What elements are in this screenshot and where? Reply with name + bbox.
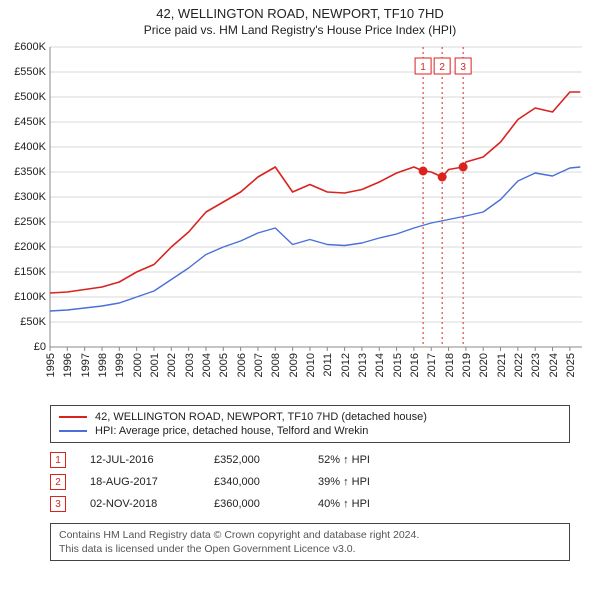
x-tick-label: 2007 [253, 353, 265, 377]
legend-item: 42, WELLINGTON ROAD, NEWPORT, TF10 7HD (… [59, 410, 561, 424]
x-tick-label: 2024 [548, 353, 560, 377]
chart-container: 123 £0£50K£100K£150K£200K£250K£300K£350K… [0, 37, 600, 397]
sale-price: £352,000 [214, 454, 294, 466]
x-tick-label: 2016 [409, 353, 421, 377]
sale-row: 3 02-NOV-2018 £360,000 40% ↑ HPI [50, 493, 570, 515]
footer-note: Contains HM Land Registry data © Crown c… [50, 523, 570, 561]
x-tick-label: 2002 [166, 353, 178, 377]
x-tick-label: 2008 [270, 353, 282, 377]
sale-date: 02-NOV-2018 [90, 498, 190, 510]
title-sub: Price paid vs. HM Land Registry's House … [0, 23, 600, 37]
sale-date: 12-JUL-2016 [90, 454, 190, 466]
x-tick-label: 2010 [305, 353, 317, 377]
title-block: 42, WELLINGTON ROAD, NEWPORT, TF10 7HD P… [0, 0, 600, 37]
x-tick-label: 2001 [149, 353, 161, 377]
x-tick-label: 2018 [444, 353, 456, 377]
sale-delta: 39% ↑ HPI [318, 476, 370, 488]
x-tick-label: 2020 [478, 353, 490, 377]
legend-box: 42, WELLINGTON ROAD, NEWPORT, TF10 7HD (… [50, 405, 570, 443]
sales-table: 1 12-JUL-2016 £352,000 52% ↑ HPI 2 18-AUG-201… [50, 449, 570, 515]
x-tick-label: 1999 [114, 353, 126, 377]
x-tick-label: 2000 [132, 353, 144, 377]
sale-marker-box: 3 [50, 496, 66, 512]
sale-marker-box: 1 [50, 452, 66, 468]
x-tick-label: 2022 [513, 353, 525, 377]
x-tick-label: 2011 [322, 353, 334, 377]
sale-delta: 52% ↑ HPI [318, 454, 370, 466]
x-tick-label: 2012 [340, 353, 352, 377]
x-tick-label: 1995 [45, 353, 57, 377]
x-axis-labels: 1995 1996 1997 1998 1999 2000 2001 2002 2003 2004… [0, 37, 600, 397]
x-tick-label: 2019 [461, 353, 473, 377]
sale-date: 18-AUG-2017 [90, 476, 190, 488]
sale-price: £340,000 [214, 476, 294, 488]
x-tick-label: 2021 [496, 353, 508, 377]
x-tick-label: 1996 [62, 353, 74, 377]
x-tick-label: 2005 [218, 353, 230, 377]
sale-marker-box: 2 [50, 474, 66, 490]
footer-line-2: This data is licensed under the Open Gov… [59, 542, 561, 556]
sale-delta: 40% ↑ HPI [318, 498, 370, 510]
x-tick-label: 2003 [184, 353, 196, 377]
x-tick-label: 2023 [530, 353, 542, 377]
title-main: 42, WELLINGTON ROAD, NEWPORT, TF10 7HD [0, 6, 600, 21]
x-tick-label: 2025 [565, 353, 577, 377]
x-tick-label: 1998 [97, 353, 109, 377]
x-tick-label: 2017 [426, 353, 438, 377]
x-tick-label: 2013 [357, 353, 369, 377]
x-tick-label: 2015 [392, 353, 404, 377]
legend-swatch [59, 430, 87, 432]
legend-label: 42, WELLINGTON ROAD, NEWPORT, TF10 7HD (… [95, 411, 427, 423]
footer-line-1: Contains HM Land Registry data © Crown c… [59, 528, 561, 542]
sale-row: 2 18-AUG-2017 £340,000 39% ↑ HPI [50, 471, 570, 493]
legend-label: HPI: Average price, detached house, Telf… [95, 425, 368, 437]
x-tick-label: 1997 [80, 353, 92, 377]
x-tick-label: 2006 [236, 353, 248, 377]
sale-price: £360,000 [214, 498, 294, 510]
x-tick-label: 2004 [201, 353, 213, 377]
x-tick-label: 2014 [374, 353, 386, 377]
legend-swatch [59, 416, 87, 418]
sale-row: 1 12-JUL-2016 £352,000 52% ↑ HPI [50, 449, 570, 471]
x-tick-label: 2009 [288, 353, 300, 377]
legend-item: HPI: Average price, detached house, Telf… [59, 424, 561, 438]
